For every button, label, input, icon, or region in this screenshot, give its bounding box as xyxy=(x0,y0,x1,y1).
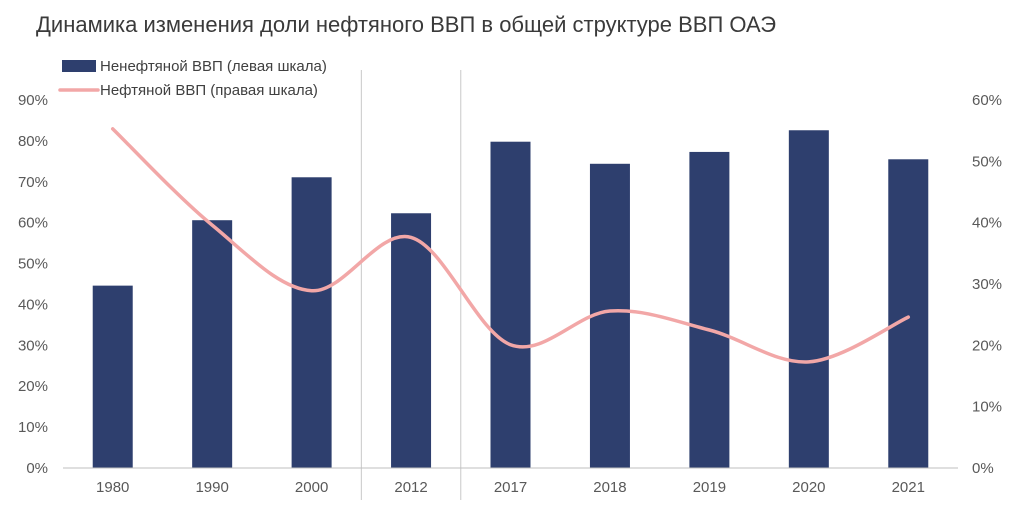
legend: Ненефтяной ВВП (левая шкала) Нефтяной ВВП… xyxy=(58,58,327,99)
right-tick-label: 50% xyxy=(972,153,1002,170)
x-tick-label: 1990 xyxy=(195,479,228,496)
x-tick-label: 1980 xyxy=(96,479,129,496)
left-tick-label: 10% xyxy=(18,419,48,436)
period-separators xyxy=(360,70,462,500)
x-tick-label: 2018 xyxy=(593,479,626,496)
legend-label-bar: Ненефтяной ВВП (левая шкала) xyxy=(100,58,327,75)
left-tick-label: 50% xyxy=(18,256,48,273)
left-tick-label: 90% xyxy=(18,92,48,109)
bar-2019 xyxy=(689,151,730,468)
left-tick-label: 80% xyxy=(18,133,48,150)
right-axis-ticks: 0% 10% 20% 30% 40% 50% 60% xyxy=(972,92,1002,477)
left-axis-ticks: 0% 10% 20% 30% 40% 50% 60% 70% 80% 90% xyxy=(18,92,48,477)
x-axis-ticks: 1980 1990 2000 2012 2017 2018 2019 2020 2021 xyxy=(96,479,925,496)
legend-label-line: Нефтяной ВВП (правая шкала) xyxy=(100,82,318,99)
right-tick-label: 0% xyxy=(972,460,994,477)
bar-series xyxy=(92,130,929,469)
right-tick-label: 60% xyxy=(972,92,1002,109)
bar-2021 xyxy=(888,159,929,469)
right-tick-label: 40% xyxy=(972,215,1002,232)
bar-1990 xyxy=(192,220,233,468)
left-tick-label: 20% xyxy=(18,378,48,395)
bar-1980 xyxy=(92,285,133,468)
x-tick-label: 2021 xyxy=(892,479,925,496)
right-tick-label: 10% xyxy=(972,399,1002,416)
left-tick-label: 0% xyxy=(26,460,48,477)
bar-2000 xyxy=(291,177,332,468)
left-tick-label: 60% xyxy=(18,215,48,232)
bar-2012 xyxy=(391,213,432,468)
x-tick-label: 2019 xyxy=(693,479,726,496)
x-tick-label: 2012 xyxy=(394,479,427,496)
x-tick-label: 2020 xyxy=(792,479,825,496)
right-tick-label: 30% xyxy=(972,276,1002,293)
chart-title: Динамика изменения доли нефтяного ВВП в … xyxy=(36,12,777,37)
bar-2020 xyxy=(788,130,829,468)
line-path-oil-gdp xyxy=(110,127,911,364)
left-tick-label: 40% xyxy=(18,296,48,313)
line-series xyxy=(110,127,911,364)
bar-2018 xyxy=(589,163,630,468)
left-tick-label: 30% xyxy=(18,337,48,354)
x-tick-label: 2017 xyxy=(494,479,527,496)
left-tick-label: 70% xyxy=(18,174,48,191)
bar-2017 xyxy=(490,141,531,468)
legend-swatch-bar xyxy=(62,60,96,72)
right-tick-label: 20% xyxy=(972,337,1002,354)
x-tick-label: 2000 xyxy=(295,479,328,496)
